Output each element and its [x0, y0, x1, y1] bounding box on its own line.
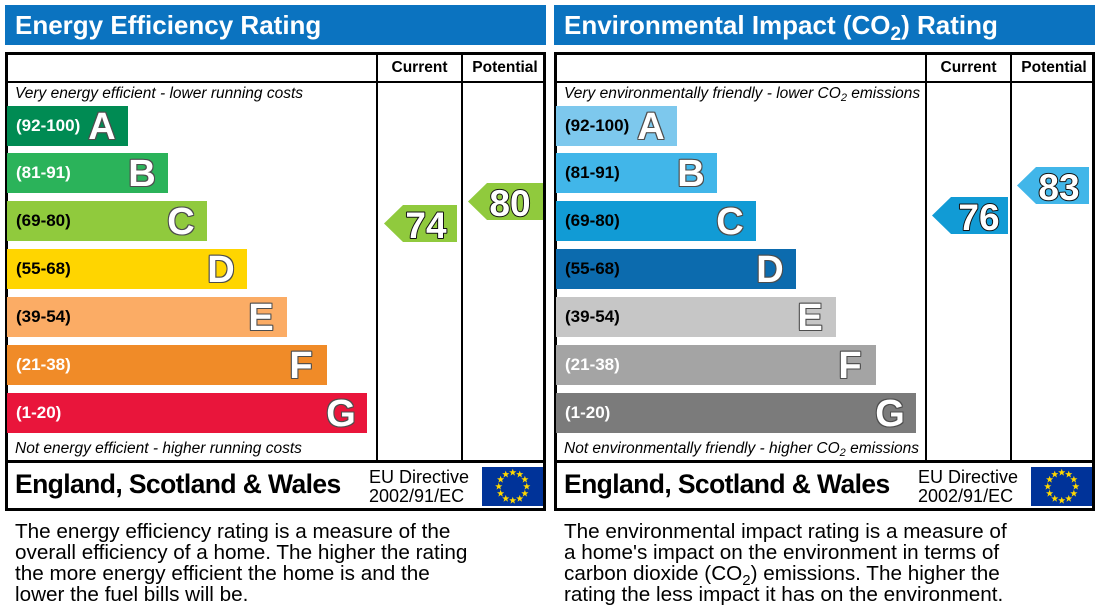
svg-text:80: 80 [489, 183, 530, 220]
svg-text:83: 83 [1038, 167, 1079, 204]
svg-text:76: 76 [958, 197, 999, 234]
svg-text:74: 74 [405, 205, 447, 242]
